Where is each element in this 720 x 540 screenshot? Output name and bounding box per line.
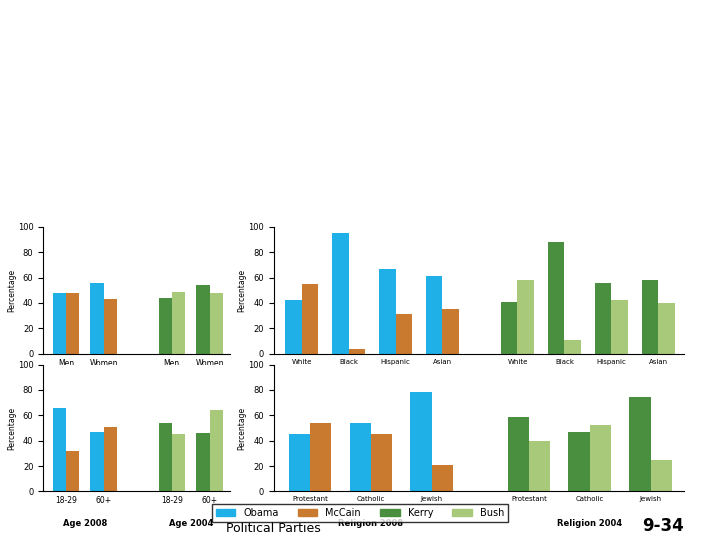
Bar	[172, 292, 185, 354]
Bar	[642, 280, 658, 354]
Bar	[611, 300, 628, 354]
Bar	[658, 303, 675, 354]
Bar	[104, 427, 117, 491]
Y-axis label: Percentage: Percentage	[238, 407, 247, 449]
Bar	[53, 408, 66, 491]
Bar	[158, 423, 172, 491]
Bar	[426, 276, 443, 354]
Text: Age 2008: Age 2008	[63, 519, 107, 528]
Bar	[66, 293, 79, 354]
Y-axis label: Percentage: Percentage	[238, 269, 247, 312]
Bar	[91, 282, 104, 354]
Bar	[590, 426, 611, 491]
Bar	[564, 340, 581, 354]
Text: Political Parties: Political Parties	[226, 522, 321, 535]
Bar	[395, 314, 412, 354]
Bar	[432, 465, 453, 491]
Bar	[91, 432, 104, 491]
Bar	[302, 284, 318, 354]
Bar	[285, 300, 302, 354]
Bar	[350, 423, 371, 491]
Bar	[289, 434, 310, 491]
Bar	[443, 309, 459, 354]
Bar	[332, 233, 348, 354]
Y-axis label: Percentage: Percentage	[7, 269, 17, 312]
Y-axis label: Percentage: Percentage	[7, 407, 17, 449]
Text: Religion 2008: Religion 2008	[338, 519, 403, 528]
Text: Age 2004: Age 2004	[168, 519, 213, 528]
Bar	[348, 349, 365, 354]
Bar	[518, 280, 534, 354]
Bar	[197, 285, 210, 354]
Bar	[379, 269, 395, 354]
Bar	[310, 423, 331, 491]
Bar	[197, 433, 210, 491]
Bar	[210, 293, 222, 354]
Text: 9-34: 9-34	[642, 517, 684, 535]
Bar	[210, 410, 222, 491]
Bar	[104, 299, 117, 354]
Text: Race 2008: Race 2008	[348, 382, 397, 390]
Text: Religion 2004: Religion 2004	[557, 519, 622, 528]
Bar	[410, 393, 432, 491]
Bar	[501, 302, 518, 354]
Text: Race 2004: Race 2004	[563, 382, 612, 390]
Bar	[172, 434, 185, 491]
Bar	[651, 460, 672, 491]
Bar	[53, 293, 66, 354]
Text: Gender 2004: Gender 2004	[161, 382, 221, 390]
Bar	[158, 298, 172, 354]
Bar	[548, 242, 564, 354]
Text: The Modern Partisan Landscape
(Cont’d): The Modern Partisan Landscape (Cont’d)	[134, 27, 586, 81]
Legend: Obama, McCain, Kerry, Bush: Obama, McCain, Kerry, Bush	[212, 504, 508, 522]
Bar	[371, 434, 392, 491]
Bar	[595, 282, 611, 354]
Bar	[66, 451, 79, 491]
Bar	[629, 397, 651, 491]
Bar	[569, 432, 590, 491]
Text: Gender 2008: Gender 2008	[55, 382, 115, 390]
Bar	[529, 441, 550, 491]
Bar	[508, 416, 529, 491]
